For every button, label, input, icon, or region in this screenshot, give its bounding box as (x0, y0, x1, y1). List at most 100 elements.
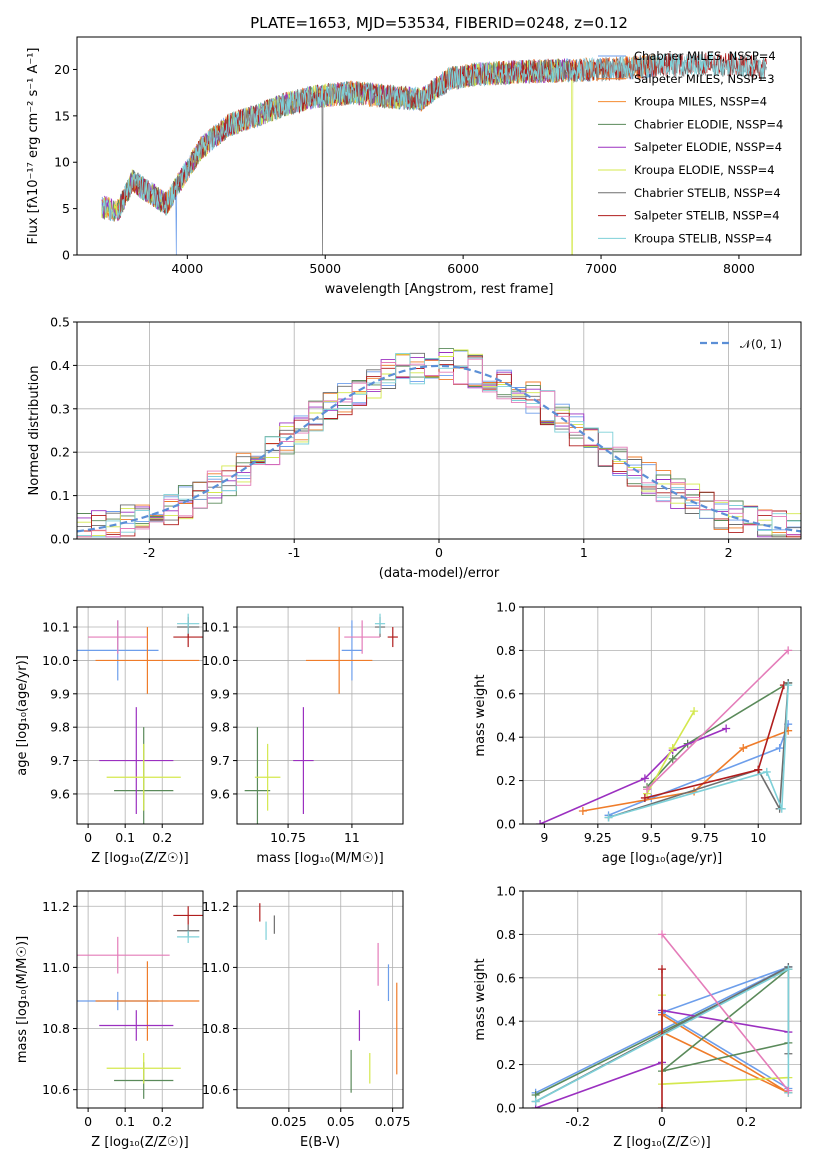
axes-age-vs-mass: 10.75 11 9.6 9.7 9.8 9.9 10.0 10.1 mass [log₁₀(M… (202, 606, 404, 866)
x-tick-label: 9 (540, 830, 548, 845)
x-tick-label: 10.75 (270, 830, 306, 845)
x-tick-label: 0.05 (327, 1114, 355, 1129)
weight-marker (640, 793, 649, 802)
y-tick-label: 0.6 (496, 686, 516, 701)
legend-label: Kroupa ELODIE, NSSP=4 (634, 163, 775, 177)
weight-series-line (608, 685, 789, 819)
axes-weight-vs-age: 9 9.25 9.5 9.75 10 0.0 0.2 0.4 0.6 0.8 1.0 age [log… (473, 600, 802, 866)
x-axis-label: Z [log₁₀(Z/Z☉)] (613, 1135, 710, 1150)
x-tick-label: 0 (658, 1114, 666, 1129)
y-tick-label: 10.6 (42, 1082, 70, 1097)
axes-frame (76, 890, 204, 1109)
x-tick-label: 9.5 (641, 830, 661, 845)
axes-frame (522, 606, 802, 825)
weight-marker (640, 774, 649, 783)
error-point (344, 620, 381, 654)
x-tick-label: 0.1 (115, 1114, 135, 1129)
weight-series-line (646, 682, 789, 788)
x-tick-label: 0.075 (375, 1114, 411, 1129)
x-tick-label: 0 (84, 830, 92, 845)
y-tick-label: 0.5 (50, 315, 70, 330)
y-tick-label: 10.1 (42, 620, 70, 635)
weight-series-line (582, 729, 789, 812)
error-point (177, 613, 200, 634)
y-tick-label: 9.8 (210, 720, 230, 735)
y-tick-label: 0.6 (496, 970, 516, 985)
plot-area (536, 646, 793, 824)
axes-residuals: -2 -1 0 1 2 0.0 0.1 0.2 0.3 0.4 0.5 (data-model)/er… (27, 315, 802, 581)
y-tick-label: 0.1 (50, 488, 70, 503)
error-point (99, 1010, 174, 1041)
y-tick-label: 9.8 (50, 720, 70, 735)
y-tick-label: 0.8 (496, 927, 516, 942)
y-tick-label: 0.4 (496, 730, 516, 745)
plot-area (77, 906, 203, 1099)
x-tick-label: 0.2 (152, 1114, 172, 1129)
axes-frame (236, 606, 404, 825)
legend-label: 𝒩(0, 1) (740, 337, 782, 351)
y-tick-label: 10.0 (42, 653, 70, 668)
weight-series-line (608, 682, 789, 819)
legend: Chabrier MILES, NSSP=4 Salpeter MILES, NS… (598, 49, 783, 245)
error-point (177, 930, 200, 943)
y-tick-label: 1.0 (496, 884, 516, 899)
y-tick-label: 0.4 (496, 1014, 516, 1029)
legend-label: Chabrier STELIB, NSSP=4 (634, 186, 781, 200)
y-tick-label: 20 (54, 62, 70, 77)
weight-series-line (661, 995, 789, 1085)
y-axis-label: Flux [fλ10⁻¹⁷ erg cm⁻² s⁻¹ A⁻¹] (26, 48, 41, 245)
error-point (88, 620, 148, 654)
x-tick-label: 0 (435, 545, 443, 560)
weight-marker (762, 767, 771, 776)
x-tick-label: 0.2 (152, 830, 172, 845)
x-axis-label: E(B-V) (300, 1135, 340, 1150)
plot-area (531, 930, 793, 1108)
x-axis-label: wavelength [Angstrom, rest frame] (325, 282, 554, 297)
weight-marker (658, 1104, 666, 1108)
legend-label: Salpeter ELODIE, NSSP=4 (634, 140, 782, 154)
y-axis-label: Normed distribution (27, 366, 42, 496)
y-tick-label: 0.2 (496, 773, 516, 788)
x-tick-label: 11 (344, 830, 360, 845)
error-point (95, 961, 200, 1041)
y-tick-label: 10.0 (202, 653, 230, 668)
axes-frame (522, 890, 802, 1109)
weight-marker (658, 930, 666, 939)
error-point (244, 727, 271, 824)
axes-frame (76, 36, 802, 256)
legend-label: Salpeter MILES, NSSP=3 (634, 72, 775, 86)
y-tick-label: 11.2 (42, 899, 70, 914)
y-axis-label: mass [log₁₀(M/M☉)] (15, 936, 30, 1063)
y-tick-label: 9.9 (50, 686, 70, 701)
y-tick-label: 9.7 (50, 753, 70, 768)
error-point (106, 1052, 181, 1084)
weight-series-line (646, 649, 789, 790)
x-axis-label: Z [log₁₀(Z/Z☉)] (91, 1135, 188, 1150)
weight-marker (754, 765, 763, 774)
x-tick-label: 5000 (309, 261, 341, 276)
error-point (173, 906, 203, 925)
x-tick-label: 6000 (447, 261, 479, 276)
x-tick-label: 2 (725, 545, 733, 560)
x-tick-label: 9.75 (691, 830, 719, 845)
error-point (341, 620, 363, 681)
plot-area (244, 613, 398, 824)
y-tick-label: 9.6 (210, 786, 230, 801)
plot-area (101, 52, 767, 255)
y-tick-label: 10.1 (202, 620, 230, 635)
y-tick-label: 0.0 (496, 817, 516, 832)
y-tick-label: 1.0 (496, 600, 516, 615)
plot-area (77, 613, 203, 824)
x-tick-label: 7000 (585, 261, 617, 276)
legend-label: Kroupa STELIB, NSSP=4 (634, 231, 772, 245)
y-tick-label: 9.7 (210, 753, 230, 768)
error-point (254, 743, 281, 811)
weight-series-line (644, 684, 785, 799)
plot-area (77, 348, 801, 538)
weight-marker (658, 965, 666, 974)
y-tick-label: 0.0 (50, 532, 70, 547)
weight-marker (784, 681, 793, 690)
x-axis-label: Z [log₁₀(Z/Z☉)] (91, 851, 188, 866)
axes-age-vs-z: 0 0.1 0.2 9.6 9.7 9.8 9.9 10.0 10.1 Z [log₁₀(Z/Z☉… (15, 606, 204, 866)
weight-marker (784, 1086, 793, 1095)
